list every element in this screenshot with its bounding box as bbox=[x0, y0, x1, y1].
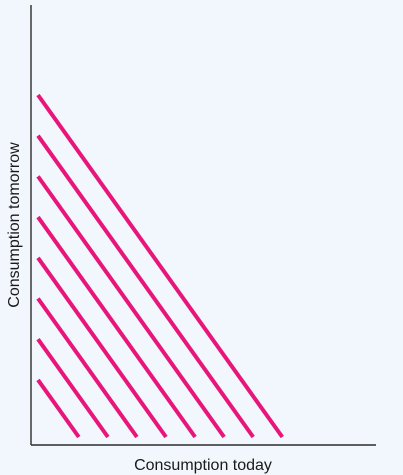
x-axis-label: Consumption today bbox=[134, 457, 272, 474]
y-axis-label: Consumption tomorrow bbox=[6, 142, 23, 308]
